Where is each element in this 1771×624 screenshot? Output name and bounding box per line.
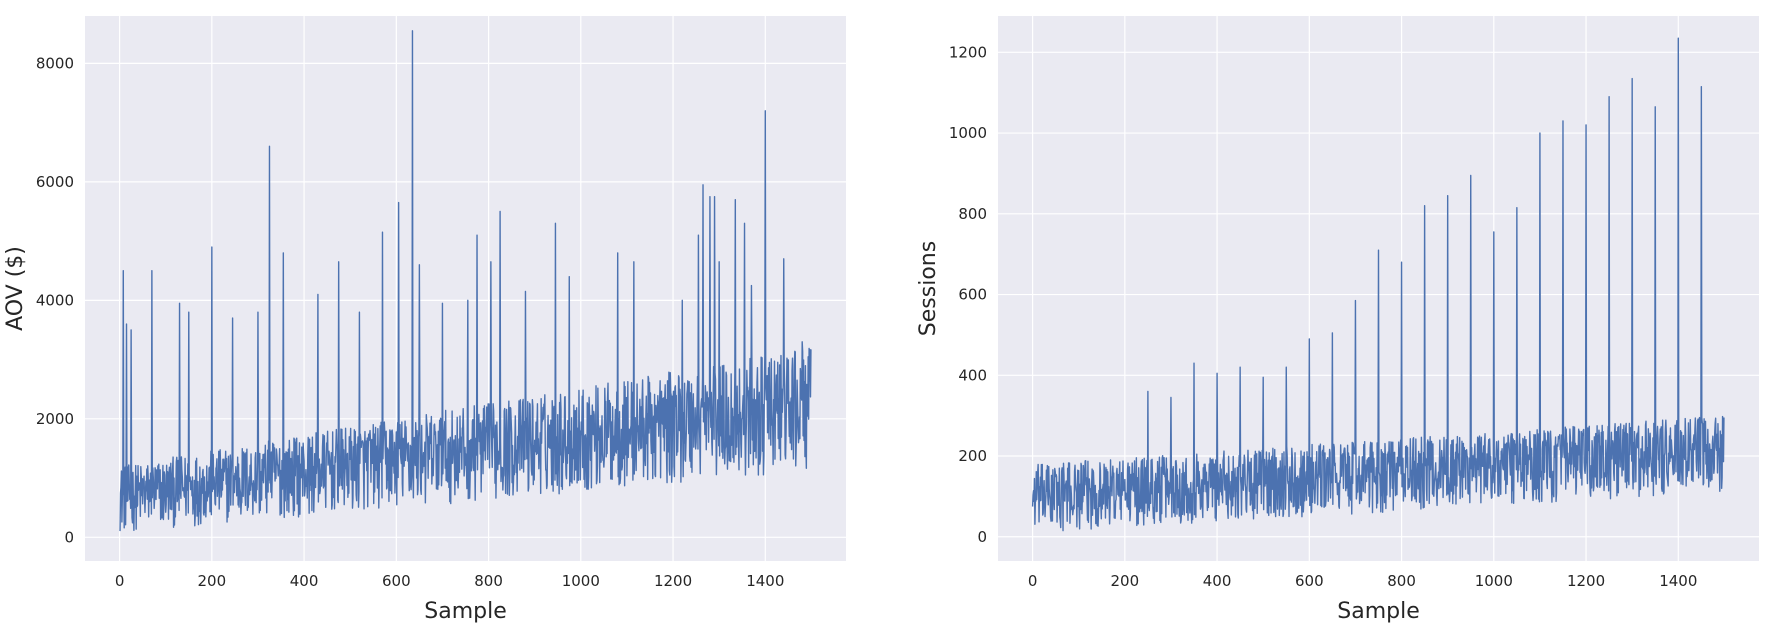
y-tick-label: 4000	[36, 291, 74, 309]
y-tick-label: 400	[958, 366, 987, 384]
x-tick-label: 1000	[1475, 572, 1513, 590]
y-tick-label: 200	[958, 447, 987, 465]
y-tick-label: 800	[958, 205, 987, 223]
y-tick-label: 6000	[36, 173, 74, 191]
y-tick-label: 600	[958, 286, 987, 304]
x-tick-label: 200	[198, 572, 227, 590]
y-tick-label: 2000	[36, 410, 74, 428]
x-tick-label: 400	[1203, 572, 1232, 590]
series-line	[1031, 37, 1725, 532]
x-tick-label: 800	[1387, 572, 1416, 590]
x-tick-label: 1400	[1659, 572, 1697, 590]
x-tick-label: 1200	[654, 572, 692, 590]
x-tick-label: 600	[1295, 572, 1324, 590]
x-tick-label: 800	[474, 572, 503, 590]
x-axis-label: Sample	[1337, 599, 1420, 624]
x-axis-label: Sample	[424, 599, 507, 624]
y-tick-label: 0	[64, 528, 74, 546]
y-tick-label: 8000	[36, 54, 74, 72]
x-tick-label: 400	[290, 572, 319, 590]
y-tick-label: 0	[977, 528, 987, 546]
sessions-chart: 0 200 400 600 800 1000 1200 1400 0 200 400 600 800 10…	[916, 16, 1759, 624]
series-line	[119, 30, 812, 532]
y-axis-label: Sessions	[916, 241, 941, 336]
x-tick-label: 600	[382, 572, 411, 590]
x-tick-label: 1000	[562, 572, 600, 590]
x-tick-label: 200	[1111, 572, 1140, 590]
aov-chart: 0 200 400 600 800 1000 1200 1400 0 2000 4000 6000 80…	[3, 16, 846, 624]
x-tick-label: 0	[115, 572, 125, 590]
x-tick-label: 1400	[746, 572, 784, 590]
x-tick-label: 0	[1028, 572, 1038, 590]
y-axis-label: AOV ($)	[3, 246, 28, 331]
y-tick-label: 1200	[949, 43, 987, 61]
y-tick-label: 1000	[949, 124, 987, 142]
x-tick-label: 1200	[1567, 572, 1605, 590]
